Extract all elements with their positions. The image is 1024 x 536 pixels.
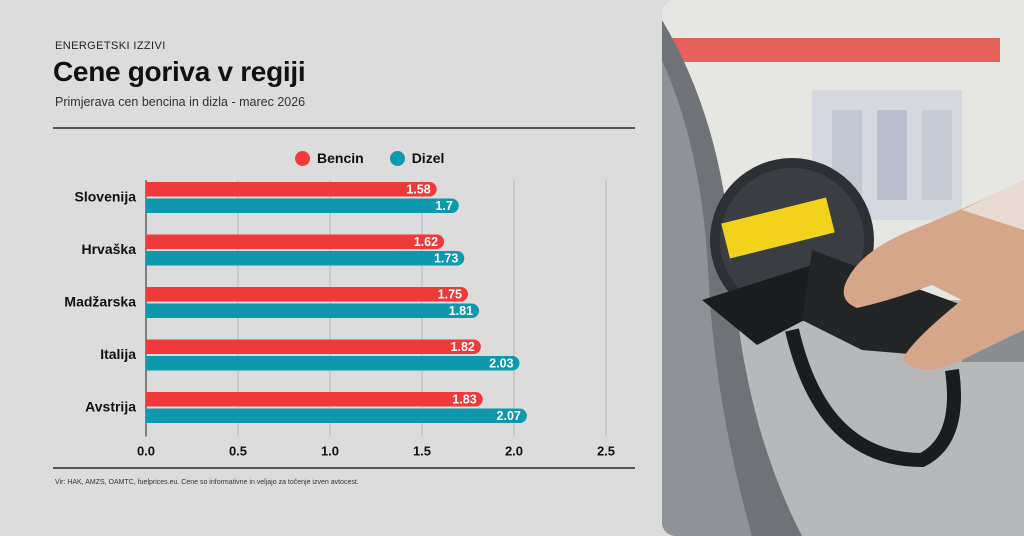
source-note: Vir: HAK, AMZS, OAMTC, fuelprices.eu. Ce… [55,479,359,486]
bar-value-label: 1.82 [451,340,475,354]
hand [843,180,1024,370]
bar-bencin-left-cap [146,234,161,249]
kicker: ENERGETSKI IZZIVI [55,40,166,52]
x-tick-label: 0.0 [137,444,155,459]
bar-value-label: 1.81 [449,304,473,318]
bar-bencin [146,287,468,302]
bar-dizel-left-cap [146,356,161,371]
bar-dizel [146,408,527,423]
window-pane-3 [922,110,952,200]
x-tick-label: 1.0 [321,444,339,459]
bar-dizel [146,303,480,318]
bar-value-label: 2.07 [497,409,521,423]
x-tick-label: 2.5 [597,444,615,459]
legend-item-bencin: Bencin [295,150,364,166]
fuel-nozzle-photo [662,0,1024,536]
x-tick-label: 2.0 [505,444,523,459]
legend-swatch-bencin [295,150,310,166]
x-tick-label: 0.5 [229,444,247,459]
bar-value-label: 1.83 [452,392,476,406]
window-pane-2 [877,110,907,200]
bottom-divider [53,467,635,469]
bar-bencin [146,339,481,354]
page-title: Cene goriva v regiji [53,56,306,87]
bar-bencin [146,392,483,407]
bar-dizel [146,251,465,266]
bar-dizel-left-cap [146,408,161,423]
chart-legend: Bencin Dizel [295,148,444,168]
category-label: Italija [100,346,136,362]
x-tick-label: 1.5 [413,444,431,459]
bar-chart: 0.0 0.5 1.0 1.5 2.0 2.5 Slovenija 1.58 1.7 Hrvašk… [64,180,615,459]
category-label: Slovenija [75,189,137,205]
category-label: Hrvaška [82,241,137,257]
bar-dizel-left-cap [146,303,161,318]
sleeve [962,180,1024,230]
subtitle: Primjerava cen bencina in dizla - marec … [55,95,306,109]
bar-value-label: 1.75 [438,287,462,301]
bar-dizel [146,198,459,213]
bar-value-label: 1.58 [406,182,430,196]
infographic-panel: ENERGETSKI IZZIVI Cene goriva v regiji P… [53,40,635,486]
legend-label-bencin: Bencin [317,150,364,166]
bar-value-label: 1.7 [435,199,452,213]
bar-value-label: 1.62 [414,235,438,249]
legend-swatch-dizel [389,150,405,166]
bar-dizel-left-cap [146,198,161,213]
bar-value-label: 1.73 [434,251,458,265]
bar-bencin [146,182,437,197]
fuel-pump-illustration [662,0,1024,536]
station-canopy-stripe [670,38,1000,62]
top-divider [53,127,635,129]
bar-dizel-left-cap [146,251,161,266]
bar-bencin-left-cap [146,339,161,354]
bar-bencin-left-cap [146,287,161,302]
bar-value-label: 2.03 [489,356,513,370]
category-label: Madžarska [64,294,136,310]
car-body-highlight [662,60,752,536]
bar-dizel [146,356,520,371]
legend-item-dizel: Dizel [389,150,445,166]
legend-label-dizel: Dizel [411,150,445,166]
nozzle-trigger-guard [785,328,961,468]
bar-bencin-left-cap [146,392,161,407]
bar-bencin-left-cap [146,182,161,197]
bar-bencin [146,234,445,249]
category-label: Avstrija [85,399,136,415]
warning-sticker [721,197,835,259]
